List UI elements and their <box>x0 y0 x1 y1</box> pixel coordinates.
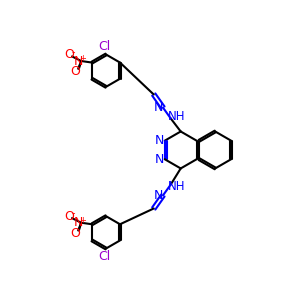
Text: N: N <box>154 134 164 147</box>
Text: +: + <box>79 216 86 225</box>
Text: NH: NH <box>168 180 186 194</box>
Text: -: - <box>72 47 75 57</box>
Text: -: - <box>72 208 75 218</box>
Text: N: N <box>74 55 83 68</box>
Text: NH: NH <box>168 110 186 123</box>
Text: O: O <box>64 210 74 223</box>
Text: N: N <box>74 216 83 229</box>
Text: +: + <box>79 54 86 63</box>
Text: Cl: Cl <box>98 40 111 53</box>
Text: O: O <box>70 65 80 78</box>
Text: O: O <box>64 48 74 62</box>
Text: N: N <box>154 153 164 166</box>
Text: N: N <box>154 101 163 114</box>
Text: N: N <box>154 189 163 202</box>
Text: Cl: Cl <box>98 250 111 263</box>
Text: O: O <box>70 227 80 240</box>
